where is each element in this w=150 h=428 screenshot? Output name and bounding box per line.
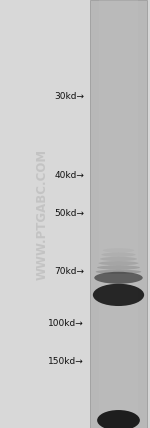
Text: 30kd→: 30kd→: [54, 92, 84, 101]
Ellipse shape: [97, 410, 140, 428]
Text: 100kd→: 100kd→: [48, 318, 84, 328]
Text: 50kd→: 50kd→: [54, 209, 84, 219]
Ellipse shape: [93, 284, 144, 306]
Ellipse shape: [96, 270, 141, 274]
Bar: [90, 0, 147, 428]
Ellipse shape: [101, 253, 136, 257]
Text: 40kd→: 40kd→: [54, 171, 84, 180]
Bar: [99, 0, 138, 428]
Ellipse shape: [100, 257, 137, 261]
Text: 150kd→: 150kd→: [48, 357, 84, 366]
Ellipse shape: [99, 261, 138, 265]
Text: WWW.PTGABC.COM: WWW.PTGABC.COM: [36, 149, 48, 279]
Ellipse shape: [97, 265, 140, 270]
Text: 70kd→: 70kd→: [54, 267, 84, 276]
Ellipse shape: [94, 272, 143, 284]
